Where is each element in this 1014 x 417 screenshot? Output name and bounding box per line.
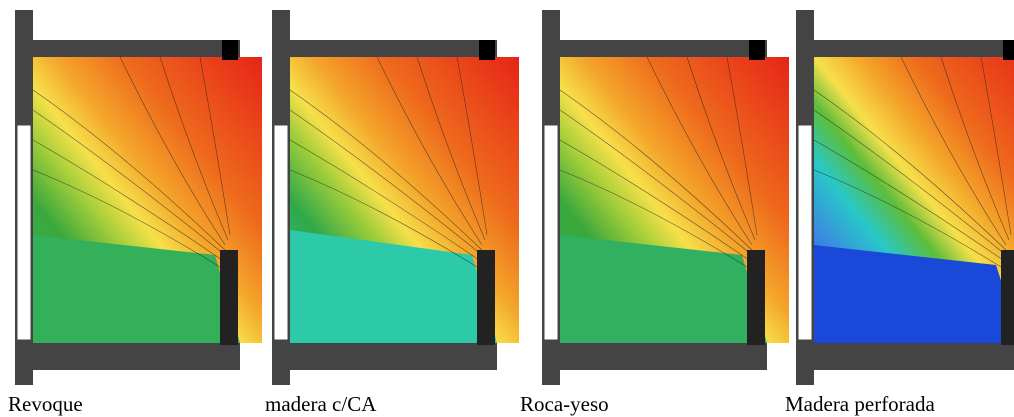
caption: Revoque: [8, 392, 83, 416]
panel: [541, 9, 789, 386]
caption: Madera perforada: [785, 392, 935, 416]
panel: [271, 9, 519, 386]
caption: madera c/CA: [265, 392, 377, 416]
caption: Roca-yeso: [520, 392, 609, 416]
panel: [14, 9, 262, 386]
panel: [795, 9, 1014, 386]
